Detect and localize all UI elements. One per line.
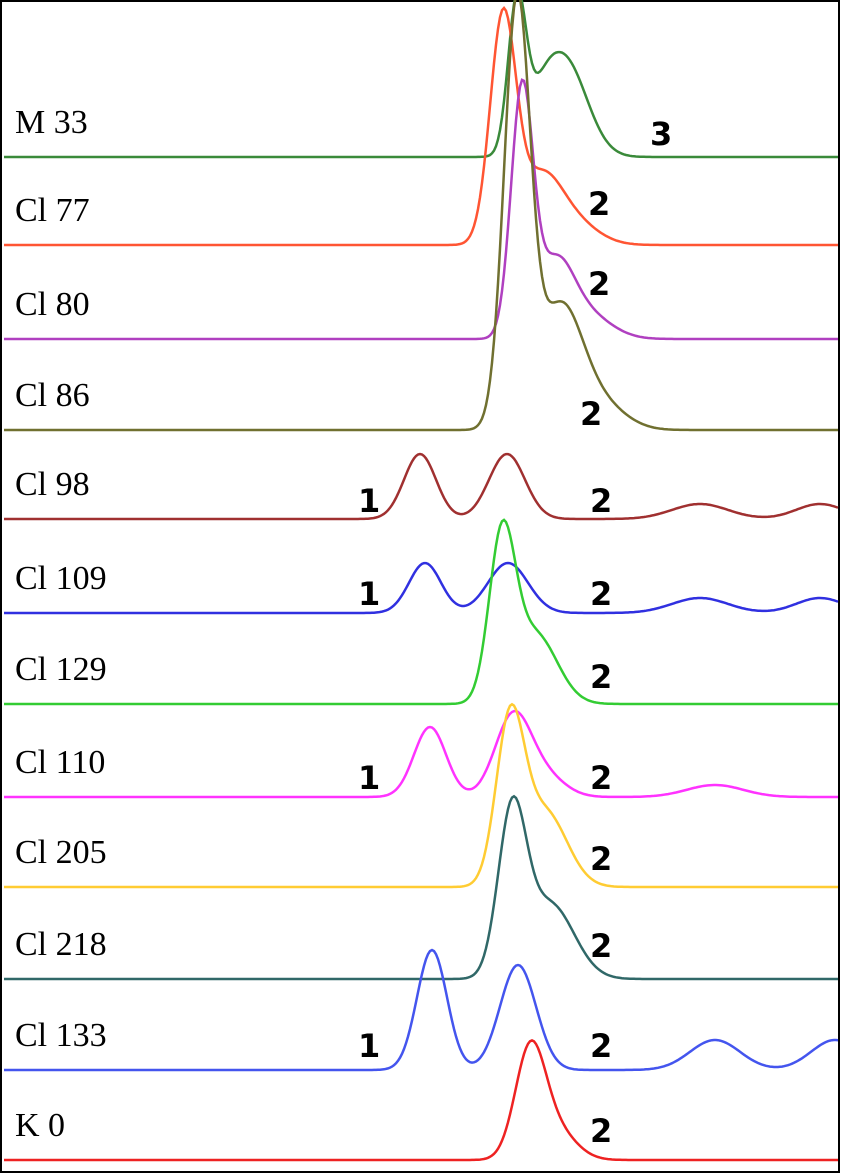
peak-label: 1 (358, 482, 380, 520)
trace (4, 518, 838, 706)
trace (4, 709, 838, 799)
trace-label: Cl 77 (15, 192, 90, 229)
trace (4, 0, 838, 159)
peak-label: 2 (590, 658, 612, 696)
trace-label: K 0 (15, 1107, 65, 1144)
trace-label: Cl 205 (15, 834, 107, 871)
trace (4, 561, 839, 615)
trace-label: Cl 109 (15, 560, 107, 597)
peak-label: 2 (580, 395, 602, 433)
peak-label: 2 (590, 482, 612, 520)
peak-label: 3 (650, 115, 672, 153)
trace (4, 702, 838, 889)
peak-label: 2 (590, 1112, 612, 1150)
peak-label: 2 (588, 265, 610, 303)
trace (4, 6, 838, 247)
trace (4, 1039, 838, 1162)
trace (4, 78, 838, 341)
peak-label: 1 (358, 575, 380, 613)
trace (4, 0, 838, 432)
trace-label: Cl 129 (15, 651, 107, 688)
peak-label: 2 (590, 927, 612, 965)
peak-label: 2 (590, 1027, 612, 1065)
trace-label: Cl 86 (15, 377, 90, 414)
peak-label: 1 (358, 1027, 380, 1065)
trace (4, 948, 839, 1072)
peak-label: 2 (590, 575, 612, 613)
trace-label: Cl 98 (15, 466, 90, 503)
peak-label: 2 (590, 759, 612, 797)
peak-label: 2 (588, 185, 610, 223)
trace-label: Cl 133 (15, 1017, 107, 1054)
trace-label: Cl 218 (15, 926, 107, 963)
trace-label: M 33 (15, 104, 88, 141)
peak-label: 2 (590, 840, 612, 878)
trace-label: Cl 110 (15, 744, 105, 781)
trace-label: Cl 80 (15, 286, 90, 323)
peak-label: 1 (358, 759, 380, 797)
trace (4, 452, 839, 521)
